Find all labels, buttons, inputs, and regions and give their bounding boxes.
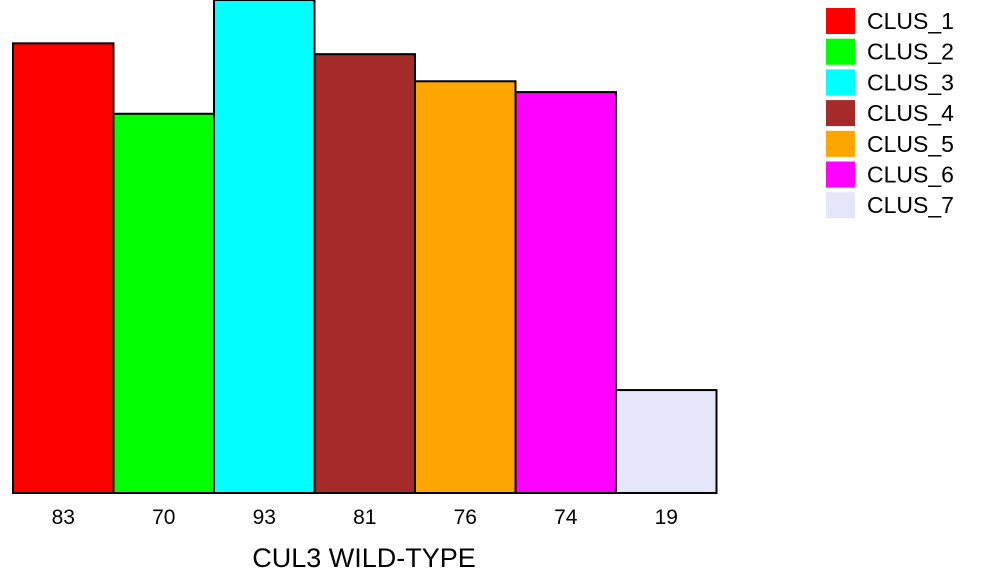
legend-swatch	[826, 38, 855, 65]
legend-swatch	[826, 8, 855, 34]
legend-swatch	[826, 130, 855, 157]
legend-swatch	[826, 100, 855, 127]
legend-label: CLUS_4	[867, 100, 954, 126]
tick-label: 19	[655, 506, 678, 529]
legend-label: CLUS_3	[867, 69, 954, 95]
bar-clus-4	[313, 53, 416, 495]
bar-clus-1	[12, 42, 115, 494]
x-axis-label: CUL3 WILD-TYPE	[252, 543, 476, 573]
bar-clus-6	[514, 91, 617, 494]
legend-label: CLUS_5	[867, 131, 954, 157]
tick-label: 76	[454, 506, 477, 529]
bar-clus-5	[414, 80, 517, 494]
x-tick-labels: 83 70 93 81 76 74 19	[52, 506, 678, 529]
legend-label: CLUS_7	[867, 192, 954, 218]
legend: CLUS_1 CLUS_2 CLUS_3 CLUS_4 CLUS_5 CLUS_6 CLUS…	[826, 8, 954, 219]
legend-swatch	[826, 161, 855, 188]
bar-clus-7	[615, 389, 718, 495]
legend-swatch	[826, 69, 855, 96]
legend-label: CLUS_1	[867, 8, 954, 34]
tick-label: 70	[152, 506, 175, 529]
tick-label: 81	[353, 506, 376, 529]
bars-group	[12, 0, 718, 495]
bar-clus-3	[213, 0, 316, 494]
legend-swatch	[826, 192, 855, 219]
tick-label: 83	[52, 506, 75, 529]
bar-clus-2	[112, 112, 215, 495]
tick-label: 93	[253, 506, 276, 529]
legend-label: CLUS_6	[867, 162, 954, 188]
legend-label: CLUS_2	[867, 39, 954, 65]
tick-label: 74	[554, 506, 578, 529]
